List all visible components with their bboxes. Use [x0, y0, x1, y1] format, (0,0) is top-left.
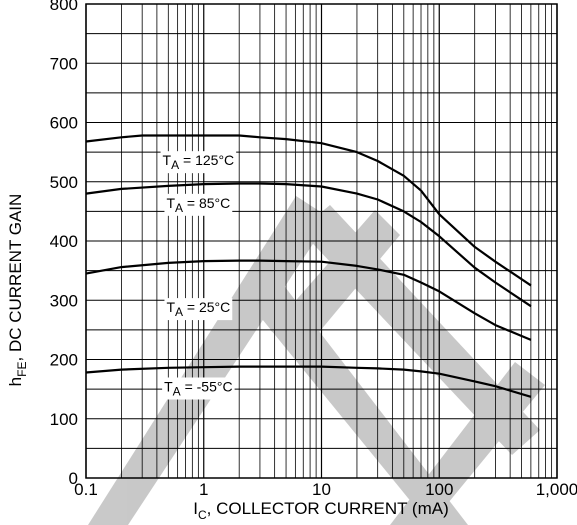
y-tick-label: 600: [50, 114, 78, 133]
series-label-bg: [164, 298, 233, 321]
y-tick-label: 400: [50, 232, 78, 251]
y-tick-label: 500: [50, 173, 78, 192]
x-axis-label-main: I: [193, 499, 198, 518]
x-axis-label-rest: , COLLECTOR CURRENT (mA): [207, 499, 449, 518]
y-tick-label: 800: [50, 0, 78, 14]
y-tick-label: 700: [50, 54, 78, 73]
series-label-3: TA = -55°C: [162, 377, 235, 400]
series-label-bg: [164, 193, 233, 216]
series-label-sub: A: [173, 384, 181, 398]
x-tick-label: 100: [425, 480, 453, 499]
y-tick-label: 200: [50, 351, 78, 370]
series-label-1: TA = 85°C: [164, 193, 233, 216]
series-label-rest: = 25°C: [183, 299, 230, 315]
series-label-0: TA = 125°C: [160, 151, 237, 174]
y-tick-label: 300: [50, 291, 78, 310]
series-label-text: TA = -55°C: [164, 378, 232, 398]
x-tick-label: 10: [312, 480, 331, 499]
series-label-sub: A: [171, 158, 179, 172]
y-tick-label: 100: [50, 410, 78, 429]
series-line-0: [85, 134, 532, 287]
y-tick-label: 0: [69, 469, 78, 488]
tick-labels: 0 100 200 300 400 500 600 700 800 0.1 1 10 100 1,000: [50, 0, 577, 499]
y-axis-label: hFE, DC CURRENT GAIN: [6, 194, 29, 387]
series-label-2: TA = 25°C: [164, 298, 233, 321]
watermark-stroke: [88, 196, 330, 525]
series-line-1: [85, 182, 532, 308]
series-line-2: [85, 259, 532, 341]
series-label-rest: = 85°C: [183, 195, 230, 211]
series-label-sub: A: [175, 305, 183, 319]
series-label-text: TA = 85°C: [166, 195, 230, 215]
series-label-sub: A: [175, 201, 183, 215]
series-label-main: T: [164, 378, 173, 394]
series-labels: TA = 125°CTA = 85°CTA = 25°CTA = -55°C: [160, 151, 237, 400]
series-label-text: TA = 125°C: [163, 152, 235, 172]
y-axis-label-main: h: [6, 377, 25, 386]
series-label-text: TA = 25°C: [166, 299, 230, 319]
series-line-3: [85, 365, 532, 398]
y-axis-label-rest: , DC CURRENT GAIN: [6, 194, 25, 362]
series-label-bg: [162, 377, 235, 400]
x-axis-label: IC, COLLECTOR CURRENT (mA): [193, 499, 449, 522]
series-label-main: T: [166, 195, 175, 211]
x-axis-label-sub: C: [198, 508, 207, 522]
series-group: [85, 134, 532, 398]
plot-frame: [85, 3, 558, 479]
series-label-rest: = 125°C: [179, 152, 234, 168]
x-tick-label: 0.1: [74, 480, 98, 499]
series-label-rest: = -55°C: [181, 378, 233, 394]
series-label-bg: [160, 151, 237, 174]
x-tick-label: 1: [199, 480, 208, 499]
x-tick-label: 1,000: [536, 480, 577, 499]
series-label-main: T: [163, 152, 172, 168]
watermark-stroke: [390, 362, 545, 525]
series-label-main: T: [166, 299, 175, 315]
y-axis-label-sub: FE: [15, 362, 29, 377]
